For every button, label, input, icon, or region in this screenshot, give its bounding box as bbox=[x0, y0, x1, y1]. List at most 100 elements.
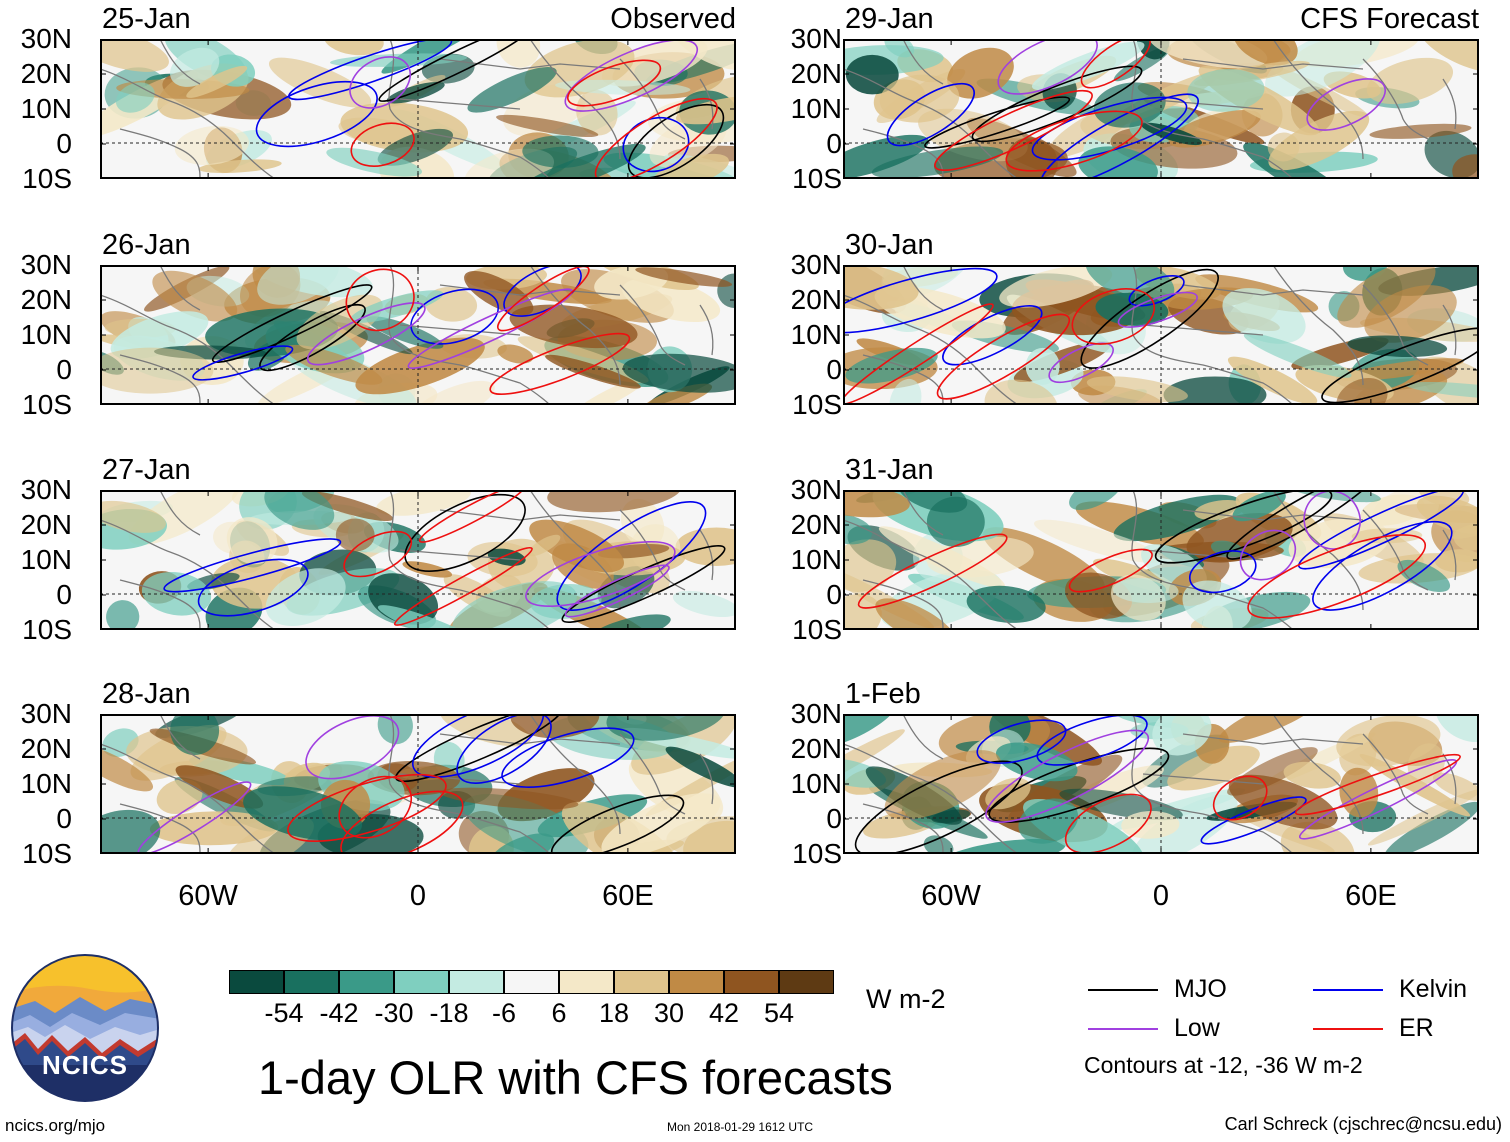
latitude-label: 10S bbox=[792, 614, 842, 645]
latitude-label: 10S bbox=[792, 838, 842, 869]
latitude-label: 0 bbox=[826, 354, 842, 385]
legend-label: MJO bbox=[1174, 975, 1227, 1003]
panel-date-label: 27-Jan bbox=[102, 454, 191, 486]
colorbar-tick-label: 54 bbox=[763, 998, 795, 1028]
olr-map-2 bbox=[100, 490, 736, 630]
latitude-label: 20N bbox=[20, 58, 72, 89]
colorbar-tick-label: 30 bbox=[653, 998, 685, 1028]
latitude-label: 10S bbox=[22, 838, 72, 869]
colorbar-swatch bbox=[504, 970, 559, 994]
latitude-label: 20N bbox=[790, 509, 842, 540]
latitude-label: 20N bbox=[790, 58, 842, 89]
colorbar-swatch bbox=[614, 970, 669, 994]
colorbar-tick-label: -6 bbox=[491, 998, 517, 1028]
colorbar-swatch bbox=[724, 970, 779, 994]
longitude-label: 60E bbox=[1345, 880, 1397, 912]
latitude-label: 10S bbox=[792, 163, 842, 194]
legend-line-swatch bbox=[1088, 989, 1158, 991]
latitude-label: 10N bbox=[20, 319, 72, 350]
legend-line-swatch bbox=[1088, 1028, 1158, 1030]
colorbar-swatch bbox=[779, 970, 834, 994]
colorbar-tick-label: 6 bbox=[551, 998, 567, 1028]
contour-note: Contours at -12, -36 W m-2 bbox=[1084, 1052, 1363, 1078]
panel-date-label: 28-Jan bbox=[102, 678, 191, 710]
latitude-label: 0 bbox=[826, 579, 842, 610]
latitude-label: 20N bbox=[790, 284, 842, 315]
latitude-label: 20N bbox=[20, 509, 72, 540]
latitude-label: 30N bbox=[20, 249, 72, 280]
panel-date-label: 25-Jan bbox=[102, 3, 191, 35]
latitude-label: 10S bbox=[22, 163, 72, 194]
longitude-label: 60W bbox=[178, 880, 238, 912]
longitude-label: 0 bbox=[1152, 880, 1170, 912]
colorbar-swatch bbox=[449, 970, 504, 994]
colorbar-swatch bbox=[339, 970, 394, 994]
panel-date-label: 26-Jan bbox=[102, 229, 191, 261]
latitude-label: 0 bbox=[826, 128, 842, 159]
footer-timestamp: Mon 2018-01-29 1612 UTC bbox=[667, 1120, 814, 1134]
footer-author: Carl Schreck (cjschrec@ncsu.edu) bbox=[1224, 1114, 1502, 1134]
cfs-forecast-label: CFS Forecast bbox=[1300, 3, 1479, 35]
latitude-label: 30N bbox=[790, 474, 842, 505]
latitude-label: 10S bbox=[792, 389, 842, 420]
latitude-label: 30N bbox=[790, 249, 842, 280]
legend-label: Kelvin bbox=[1399, 975, 1468, 1003]
legend-line-swatch bbox=[1313, 1028, 1383, 1030]
longitude-label: 60E bbox=[602, 880, 654, 912]
legend-label: Low bbox=[1174, 1014, 1220, 1042]
olr-map-5 bbox=[843, 265, 1479, 405]
latitude-label: 20N bbox=[20, 733, 72, 764]
olr-map-0 bbox=[100, 39, 736, 179]
colorbar-tick-label: 42 bbox=[708, 998, 740, 1028]
colorbar-swatch bbox=[229, 970, 284, 994]
longitude-label: 0 bbox=[409, 880, 427, 912]
longitude-label: 60W bbox=[921, 880, 981, 912]
panel-date-label: 1-Feb bbox=[845, 678, 921, 710]
latitude-label: 10N bbox=[790, 319, 842, 350]
latitude-label: 0 bbox=[56, 128, 72, 159]
latitude-label: 20N bbox=[20, 284, 72, 315]
latitude-label: 10N bbox=[20, 544, 72, 575]
legend-line-swatch bbox=[1313, 989, 1383, 991]
latitude-label: 0 bbox=[56, 354, 72, 385]
footer-url[interactable]: ncics.org/mjo bbox=[5, 1116, 106, 1135]
colorbar-tick-label: -30 bbox=[374, 998, 414, 1028]
colorbar-tick-label: 18 bbox=[598, 998, 630, 1028]
panel-date-label: 29-Jan bbox=[845, 3, 934, 35]
latitude-label: 20N bbox=[790, 733, 842, 764]
main-title: 1-day OLR with CFS forecasts bbox=[258, 1051, 893, 1104]
latitude-label: 10N bbox=[790, 768, 842, 799]
latitude-label: 10S bbox=[22, 614, 72, 645]
latitude-label: 0 bbox=[56, 579, 72, 610]
latitude-label: 30N bbox=[20, 474, 72, 505]
latitude-label: 30N bbox=[20, 698, 72, 729]
panel-date-label: 31-Jan bbox=[845, 454, 934, 486]
logo-text: NCICS bbox=[42, 1050, 128, 1080]
latitude-label: 0 bbox=[56, 803, 72, 834]
latitude-label: 30N bbox=[790, 698, 842, 729]
colorbar-tick-label: -42 bbox=[319, 998, 359, 1028]
colorbar-swatch bbox=[284, 970, 339, 994]
olr-map-1 bbox=[100, 265, 736, 405]
olr-map-7 bbox=[843, 714, 1479, 854]
latitude-label: 30N bbox=[790, 23, 842, 54]
colorbar-units: W m-2 bbox=[866, 984, 946, 1014]
latitude-label: 0 bbox=[826, 803, 842, 834]
colorbar-swatch bbox=[559, 970, 614, 994]
colorbar-tick-label: -54 bbox=[264, 998, 304, 1028]
latitude-label: 10N bbox=[790, 93, 842, 124]
latitude-label: 10N bbox=[20, 768, 72, 799]
latitude-label: 30N bbox=[20, 23, 72, 54]
ncics-logo-icon: NCICS bbox=[10, 953, 160, 1103]
colorbar-swatch bbox=[669, 970, 724, 994]
latitude-label: 10S bbox=[22, 389, 72, 420]
latitude-label: 10N bbox=[20, 93, 72, 124]
olr-map-6 bbox=[843, 490, 1479, 630]
observed-label: Observed bbox=[610, 3, 736, 35]
olr-map-4 bbox=[843, 39, 1479, 179]
panel-date-label: 30-Jan bbox=[845, 229, 934, 261]
legend-label: ER bbox=[1399, 1014, 1434, 1042]
colorbar-tick-label: -18 bbox=[429, 998, 469, 1028]
olr-map-3 bbox=[100, 714, 736, 854]
latitude-label: 10N bbox=[790, 544, 842, 575]
